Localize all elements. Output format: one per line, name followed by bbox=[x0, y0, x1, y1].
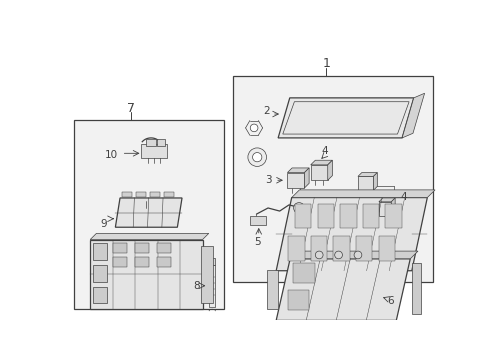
Bar bbox=[362, 204, 378, 228]
Circle shape bbox=[250, 124, 257, 132]
Bar bbox=[150, 192, 159, 197]
Bar bbox=[209, 258, 214, 265]
Polygon shape bbox=[115, 198, 182, 227]
Text: 10: 10 bbox=[105, 150, 118, 160]
Circle shape bbox=[247, 148, 266, 166]
Bar bbox=[266, 270, 277, 309]
Bar bbox=[294, 204, 311, 228]
Polygon shape bbox=[291, 190, 434, 198]
Polygon shape bbox=[278, 98, 413, 138]
Bar bbox=[157, 139, 164, 145]
Circle shape bbox=[296, 206, 301, 210]
Bar bbox=[146, 139, 155, 145]
Polygon shape bbox=[289, 251, 417, 259]
Bar bbox=[317, 204, 333, 228]
Text: 4: 4 bbox=[321, 146, 327, 156]
Bar bbox=[310, 236, 326, 261]
Bar bbox=[135, 243, 149, 253]
Circle shape bbox=[315, 251, 323, 259]
Bar bbox=[411, 263, 420, 314]
Bar bbox=[209, 265, 215, 307]
Bar bbox=[164, 192, 173, 197]
Bar bbox=[250, 216, 265, 225]
Text: 2: 2 bbox=[263, 106, 269, 116]
Bar bbox=[157, 257, 170, 266]
Bar bbox=[287, 172, 304, 188]
Text: 5: 5 bbox=[253, 237, 260, 247]
Bar bbox=[357, 176, 373, 190]
Bar bbox=[136, 192, 145, 197]
Polygon shape bbox=[304, 168, 308, 188]
Text: 8: 8 bbox=[193, 281, 200, 291]
Bar bbox=[122, 192, 131, 197]
Text: 9: 9 bbox=[100, 219, 107, 229]
Bar bbox=[201, 246, 213, 303]
Bar bbox=[135, 257, 149, 266]
Polygon shape bbox=[310, 160, 332, 165]
Text: 4: 4 bbox=[400, 192, 406, 202]
Bar bbox=[90, 239, 202, 309]
Polygon shape bbox=[401, 93, 424, 138]
Bar bbox=[74, 120, 224, 309]
Bar bbox=[378, 202, 390, 216]
Circle shape bbox=[353, 251, 361, 259]
Bar bbox=[157, 243, 170, 253]
Circle shape bbox=[252, 153, 261, 162]
Bar bbox=[378, 236, 394, 261]
Bar bbox=[93, 287, 107, 303]
Bar bbox=[385, 204, 401, 228]
Text: 1: 1 bbox=[322, 58, 329, 71]
Bar bbox=[333, 236, 349, 261]
Text: 6: 6 bbox=[386, 296, 393, 306]
Polygon shape bbox=[287, 168, 308, 172]
Text: 3: 3 bbox=[265, 175, 272, 185]
Bar bbox=[287, 236, 304, 261]
Polygon shape bbox=[390, 198, 394, 216]
Bar bbox=[233, 76, 432, 282]
Polygon shape bbox=[373, 172, 377, 190]
Bar bbox=[113, 243, 127, 253]
Bar bbox=[355, 236, 371, 261]
Bar bbox=[293, 264, 314, 283]
Bar bbox=[93, 243, 107, 260]
Polygon shape bbox=[378, 198, 394, 202]
Polygon shape bbox=[90, 233, 208, 239]
Polygon shape bbox=[276, 198, 427, 271]
Polygon shape bbox=[327, 160, 332, 180]
Bar bbox=[340, 204, 356, 228]
Bar bbox=[93, 265, 107, 282]
Polygon shape bbox=[357, 172, 377, 176]
Text: 7: 7 bbox=[126, 102, 135, 115]
Circle shape bbox=[293, 203, 304, 213]
Polygon shape bbox=[276, 259, 409, 320]
Bar bbox=[113, 257, 127, 266]
Bar bbox=[310, 165, 327, 180]
Bar bbox=[287, 291, 309, 310]
Bar bbox=[141, 144, 166, 158]
Circle shape bbox=[334, 251, 342, 259]
